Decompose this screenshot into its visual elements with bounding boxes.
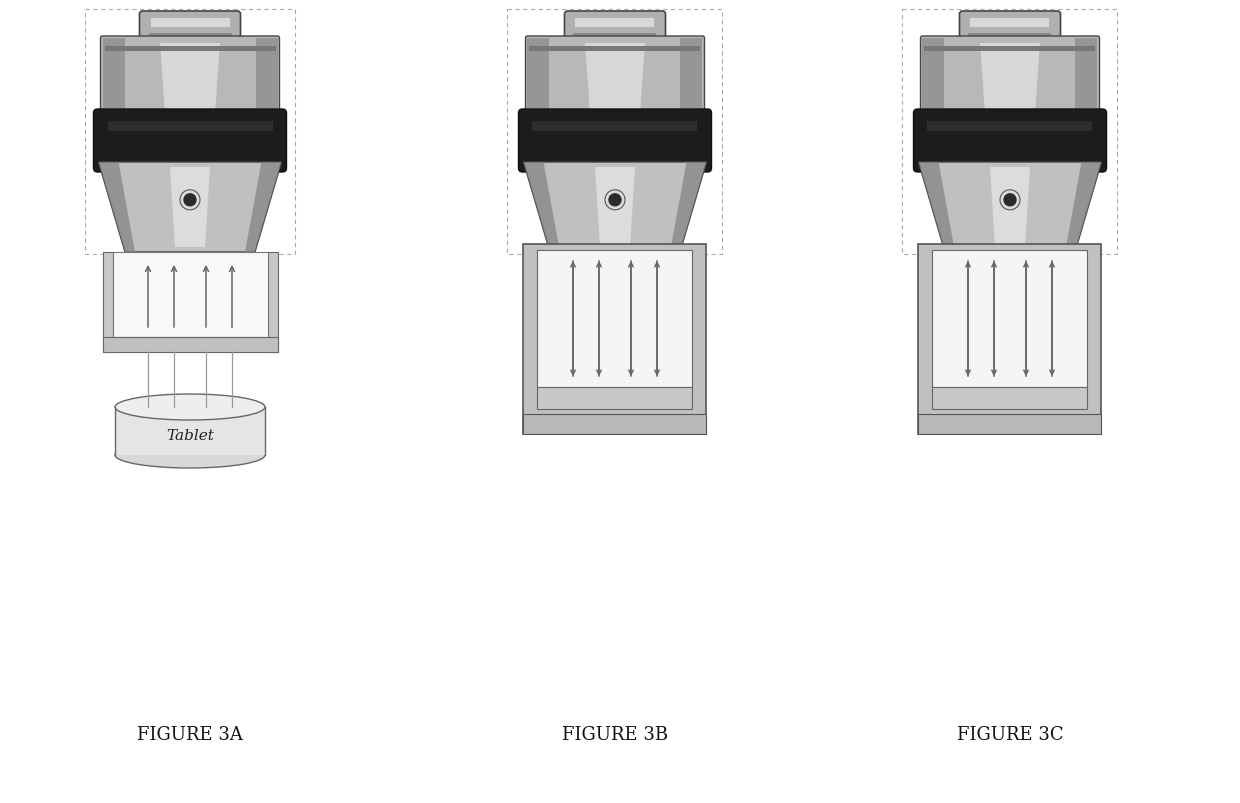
Polygon shape: [255, 39, 278, 119]
Bar: [575, 19, 655, 28]
Bar: [149, 34, 232, 40]
Polygon shape: [681, 39, 703, 119]
Polygon shape: [585, 44, 645, 114]
Bar: [932, 251, 1087, 388]
Polygon shape: [980, 44, 1040, 114]
Polygon shape: [1065, 163, 1101, 253]
Polygon shape: [527, 39, 549, 119]
Bar: [104, 47, 275, 52]
Polygon shape: [115, 407, 265, 455]
Bar: [919, 414, 1101, 434]
Polygon shape: [246, 163, 281, 253]
Bar: [523, 245, 707, 434]
Text: Tablet: Tablet: [166, 429, 215, 442]
Polygon shape: [523, 163, 560, 253]
Polygon shape: [170, 168, 210, 247]
Polygon shape: [160, 44, 219, 114]
Polygon shape: [103, 39, 124, 119]
Text: FIGURE 3B: FIGURE 3B: [562, 725, 668, 743]
Polygon shape: [990, 168, 1030, 247]
Bar: [108, 122, 273, 132]
Bar: [971, 19, 1049, 28]
Bar: [932, 388, 1087, 410]
Polygon shape: [523, 163, 707, 253]
FancyBboxPatch shape: [914, 110, 1106, 173]
Circle shape: [609, 194, 621, 206]
Circle shape: [184, 194, 196, 206]
Polygon shape: [919, 163, 955, 253]
Text: FIGURE 3A: FIGURE 3A: [138, 725, 243, 743]
FancyBboxPatch shape: [920, 37, 1100, 120]
Polygon shape: [670, 163, 707, 253]
Bar: [86, 10, 295, 255]
Bar: [150, 19, 229, 28]
Bar: [523, 414, 707, 434]
Ellipse shape: [115, 394, 265, 421]
Bar: [928, 122, 1092, 132]
FancyBboxPatch shape: [140, 12, 241, 46]
Bar: [532, 122, 697, 132]
Circle shape: [1004, 194, 1016, 206]
FancyBboxPatch shape: [526, 37, 704, 120]
Bar: [919, 245, 1101, 434]
FancyBboxPatch shape: [564, 12, 666, 46]
Bar: [113, 253, 268, 337]
FancyBboxPatch shape: [960, 12, 1060, 46]
Bar: [268, 253, 278, 353]
Polygon shape: [1075, 39, 1097, 119]
FancyBboxPatch shape: [518, 110, 712, 173]
FancyBboxPatch shape: [100, 37, 279, 120]
Bar: [103, 337, 278, 353]
Ellipse shape: [115, 442, 265, 468]
Bar: [537, 251, 692, 388]
Polygon shape: [98, 163, 281, 253]
Polygon shape: [595, 168, 635, 247]
Text: FIGURE 3C: FIGURE 3C: [957, 725, 1064, 743]
Bar: [507, 10, 723, 255]
Polygon shape: [923, 39, 945, 119]
Bar: [903, 10, 1117, 255]
Polygon shape: [919, 163, 1101, 253]
Bar: [573, 34, 656, 40]
Bar: [103, 253, 113, 353]
Polygon shape: [98, 163, 135, 253]
FancyBboxPatch shape: [93, 110, 286, 173]
Bar: [529, 47, 701, 52]
Bar: [925, 47, 1095, 52]
Bar: [537, 388, 692, 410]
Bar: [968, 34, 1052, 40]
